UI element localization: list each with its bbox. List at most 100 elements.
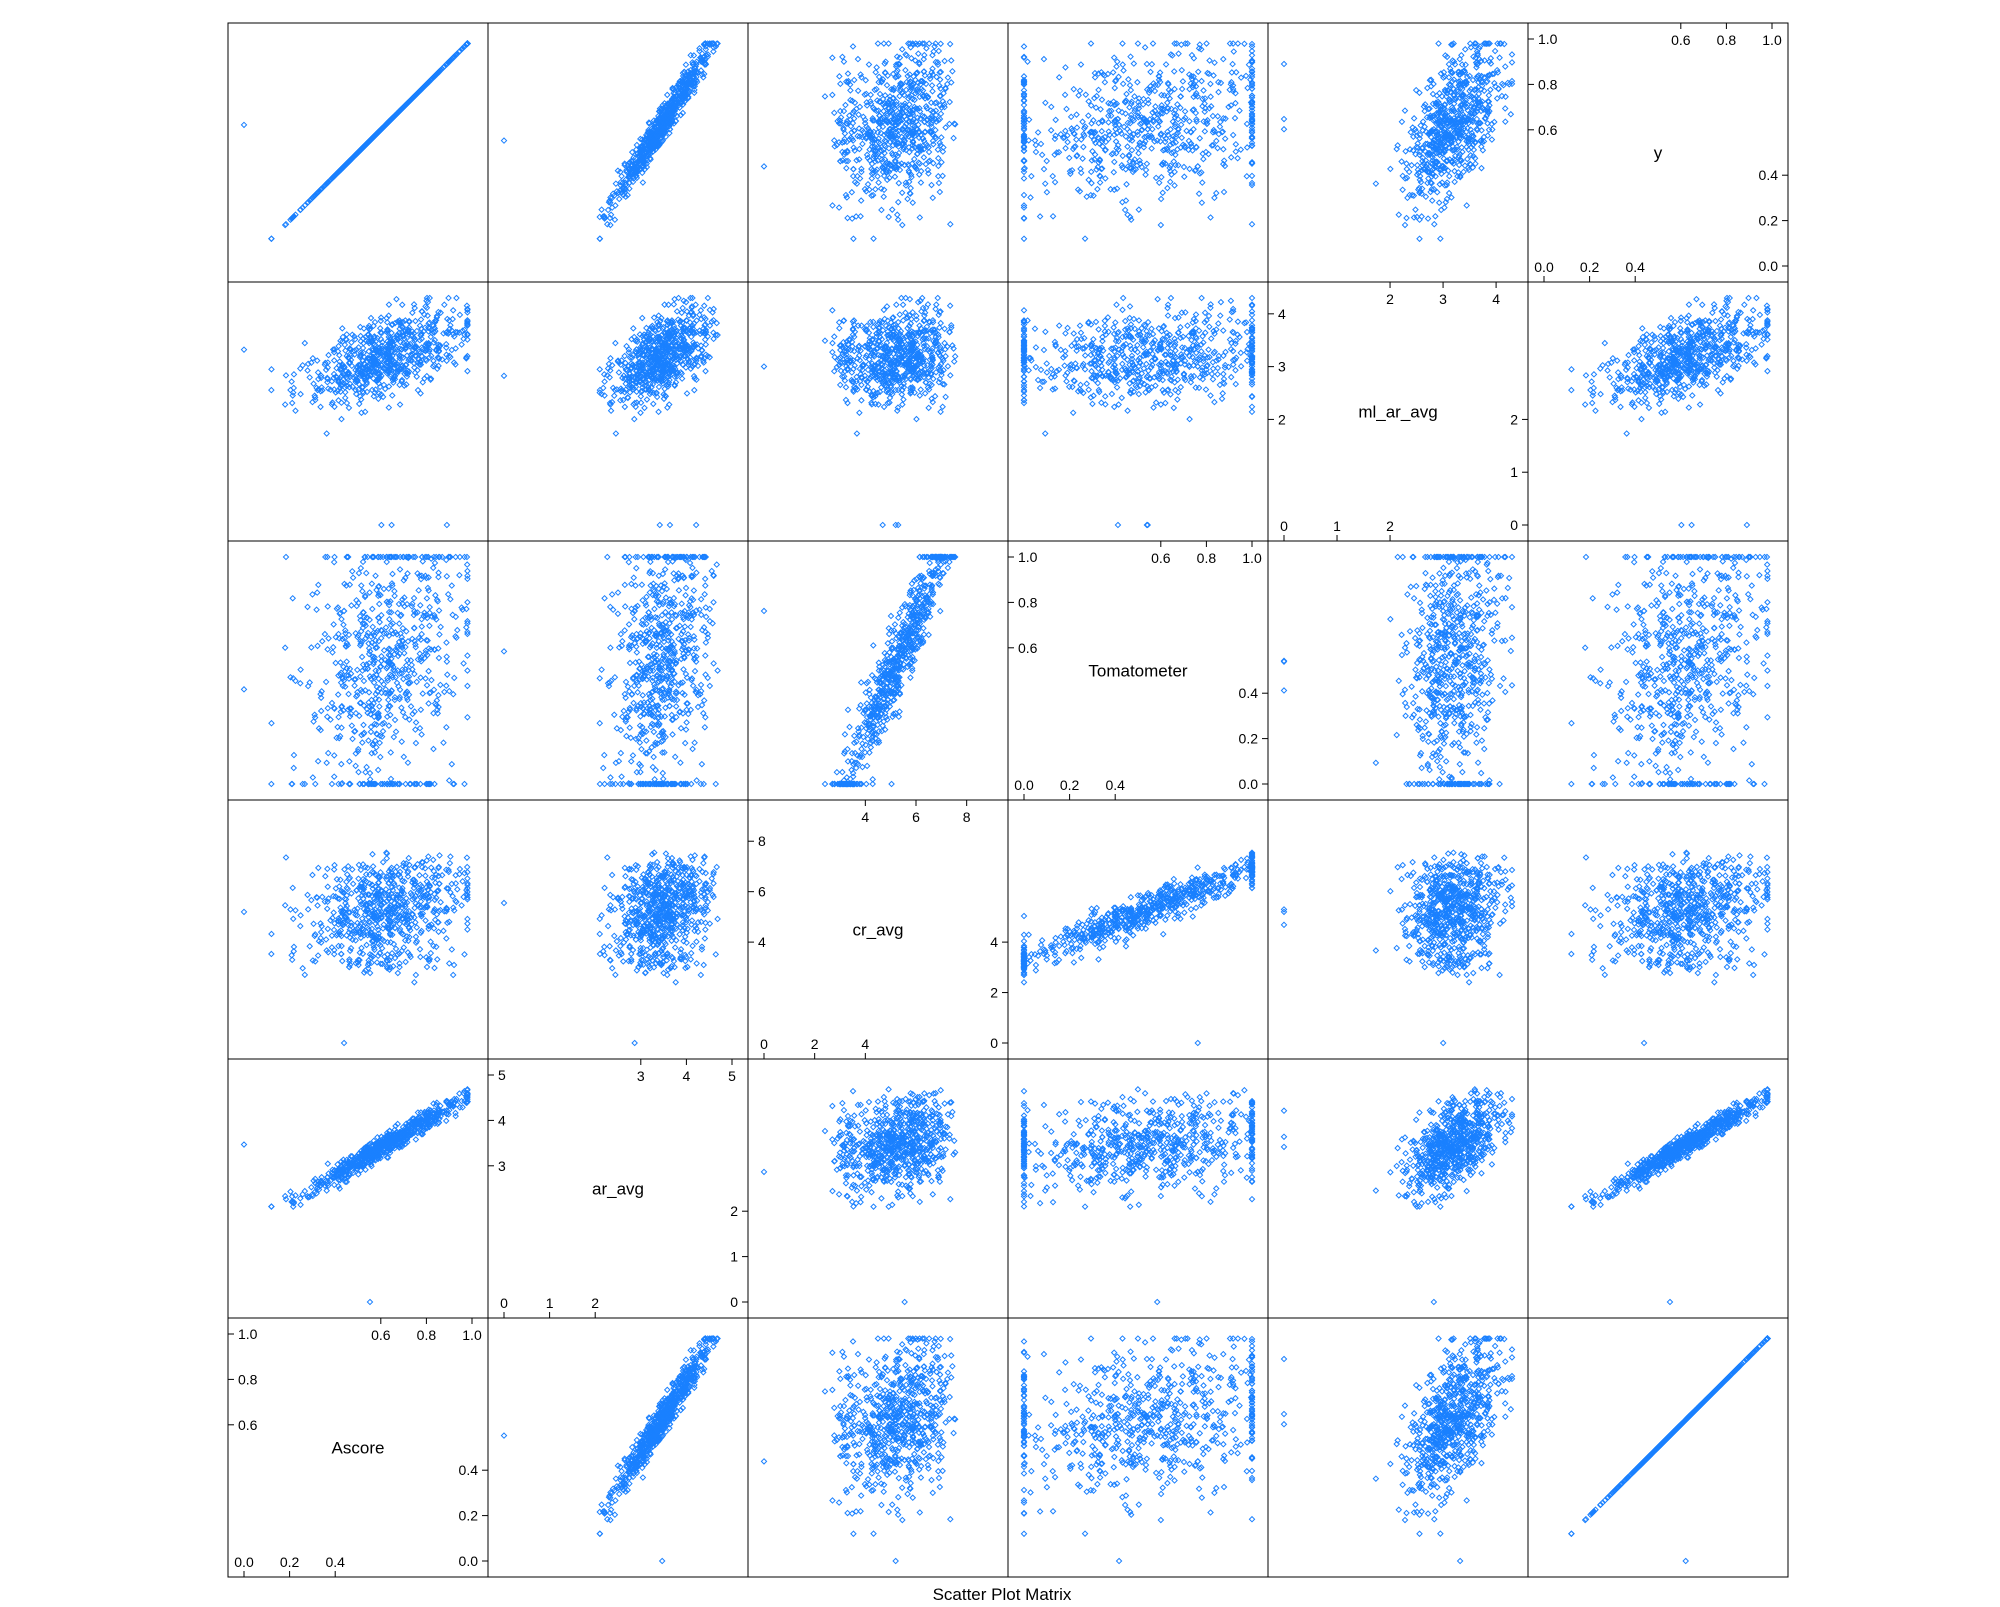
data-point — [437, 66, 444, 74]
data-point — [447, 595, 454, 603]
data-point — [456, 865, 464, 873]
data-point — [443, 671, 451, 678]
data-point — [422, 303, 429, 310]
data-point — [358, 653, 366, 661]
data-point — [422, 917, 429, 924]
panel-1-2 — [487, 540, 749, 801]
data-point — [437, 681, 444, 689]
data-point — [308, 896, 315, 904]
data-point — [428, 676, 435, 684]
data-point — [449, 971, 457, 979]
data-point — [268, 235, 275, 242]
data-point — [282, 854, 290, 861]
data-point — [380, 681, 388, 688]
data-point — [398, 105, 406, 112]
data-point — [459, 327, 466, 335]
data-point — [317, 928, 325, 936]
panel-1-1 — [487, 281, 749, 542]
data-point — [464, 598, 471, 606]
data-point — [607, 354, 614, 362]
data-point — [385, 696, 392, 704]
data-point — [435, 928, 442, 936]
data-point — [281, 401, 289, 408]
data-point — [393, 863, 401, 871]
scatter-panel-ar_avg-vs-ml_ar_avg — [500, 294, 721, 529]
data-point — [599, 384, 607, 392]
data-point — [656, 521, 664, 529]
data-point — [340, 1039, 348, 1047]
data-point — [358, 739, 366, 746]
data-point — [347, 156, 355, 163]
data-point — [311, 780, 319, 788]
data-point — [413, 924, 421, 931]
data-point — [346, 758, 353, 765]
data-point — [443, 521, 451, 529]
data-point — [409, 309, 416, 317]
data-point — [423, 304, 431, 312]
data-point — [412, 971, 420, 979]
data-point — [419, 690, 427, 697]
data-point — [598, 206, 605, 213]
data-point — [441, 688, 448, 696]
data-point — [417, 601, 424, 609]
data-point — [382, 624, 390, 631]
data-point — [365, 737, 372, 744]
data-point — [324, 883, 332, 891]
panel-5-4 — [1527, 1058, 1789, 1319]
data-point — [435, 691, 442, 699]
data-point — [378, 125, 385, 133]
data-point — [443, 639, 450, 646]
data-point — [385, 312, 392, 319]
data-point — [304, 603, 311, 611]
data-point — [329, 649, 336, 656]
data-point — [702, 341, 710, 348]
panel-0-2 — [227, 540, 489, 801]
data-point — [461, 951, 468, 958]
data-point — [282, 553, 290, 561]
data-point — [453, 294, 460, 302]
data-point — [335, 351, 343, 359]
data-point — [442, 344, 450, 351]
data-point — [367, 314, 375, 322]
data-point — [464, 682, 471, 690]
data-point — [417, 87, 424, 94]
data-point — [322, 872, 329, 880]
data-point — [433, 956, 441, 963]
data-point — [637, 409, 644, 417]
data-point — [304, 367, 311, 374]
data-point — [443, 723, 450, 731]
data-point — [368, 580, 376, 588]
data-point — [410, 93, 418, 101]
data-point — [268, 719, 275, 727]
panel-0-4 — [227, 1058, 489, 1319]
data-point — [638, 314, 646, 322]
data-point — [390, 733, 398, 741]
data-point — [268, 366, 275, 373]
data-point — [423, 681, 431, 689]
data-point — [338, 399, 345, 407]
data-point — [289, 594, 297, 602]
data-point — [334, 691, 342, 698]
data-point — [336, 358, 344, 365]
data-point — [663, 91, 671, 99]
data-point — [378, 521, 385, 529]
data-point — [338, 325, 346, 332]
data-point — [418, 731, 425, 738]
data-point — [396, 566, 404, 573]
data-point — [388, 521, 395, 529]
data-point — [393, 295, 400, 303]
data-point — [330, 173, 338, 180]
panel-3-5 — [1007, 1317, 1269, 1578]
data-point — [240, 121, 248, 129]
data-point — [436, 852, 443, 859]
data-point — [398, 301, 406, 309]
data-point — [363, 763, 370, 771]
data-point — [268, 386, 275, 394]
data-point — [313, 606, 320, 614]
data-point — [309, 957, 317, 964]
data-point — [692, 521, 700, 529]
data-point — [338, 164, 346, 172]
data-point — [679, 304, 687, 312]
data-point — [370, 679, 378, 686]
